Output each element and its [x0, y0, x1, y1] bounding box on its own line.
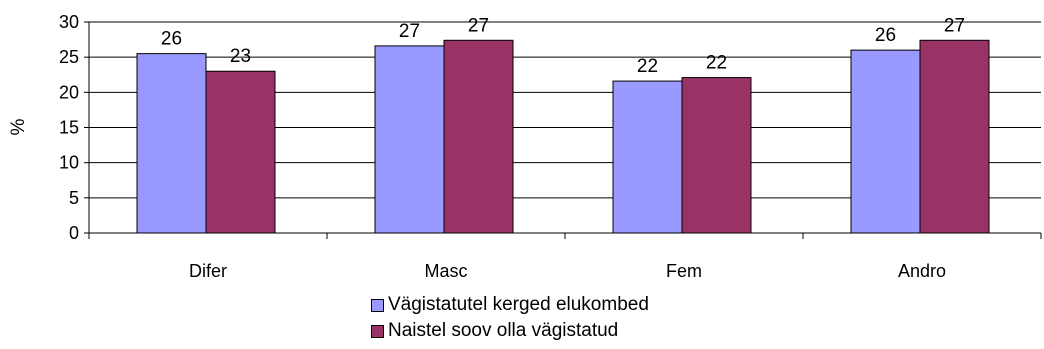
x-tick-label-andro: Andro: [898, 261, 946, 281]
data-label-1-difer: 26: [161, 29, 182, 50]
y-tick-label: 5: [69, 188, 79, 208]
y-tick-label: 25: [59, 47, 79, 67]
bar-2-fem: [681, 77, 752, 234]
bar-2-difer: [205, 70, 276, 234]
data-label-2-andro: 27: [944, 15, 965, 36]
bar-1-andro: [850, 49, 921, 234]
bar-1-fem: [612, 80, 683, 234]
x-tick-label-masc: Masc: [424, 261, 467, 281]
bars: [136, 39, 990, 234]
legend-swatch-series-2: [371, 324, 384, 338]
y-axis-title: %: [8, 118, 29, 135]
y-tick-label: 10: [59, 153, 79, 173]
data-label-1-fem: 22: [637, 56, 658, 77]
legend-label-series-2: Naistel soov olla vägistatud: [388, 320, 619, 341]
legend-label-series-1: Vägistatutel kerged elukombed: [388, 294, 649, 315]
x-tick-label-difer: Difer: [189, 261, 227, 281]
legend-item-series-1: Vägistatutel kerged elukombed: [371, 292, 649, 318]
data-label-1-masc: 27: [399, 21, 420, 42]
data-label-2-masc: 27: [468, 15, 489, 36]
data-label-2-fem: 22: [706, 53, 727, 74]
y-tick-label: 0: [69, 223, 79, 243]
y-tick-label: 30: [59, 12, 79, 32]
bar-2-andro: [919, 39, 990, 234]
bar-1-difer: [136, 53, 207, 234]
labels: 0 5 10 15 20 25 30 26 23 Difer 27 27 Masc 22 22 Fem 26 27…: [59, 12, 965, 281]
data-label-2-difer: 23: [230, 46, 251, 67]
bar-1-masc: [374, 45, 445, 234]
x-tick-label-fem: Fem: [666, 261, 702, 281]
y-tick-label: 20: [59, 82, 79, 102]
y-tick-label: 15: [59, 118, 79, 138]
bar-2-masc: [443, 39, 514, 234]
legend-item-series-2: Naistel soov olla vägistatud: [371, 318, 649, 344]
axes: [84, 21, 1042, 239]
legend-swatch-series-1: [371, 298, 384, 312]
data-label-1-andro: 26: [875, 25, 896, 46]
legend: Vägistatutel kerged elukombed Naistel so…: [371, 292, 649, 344]
